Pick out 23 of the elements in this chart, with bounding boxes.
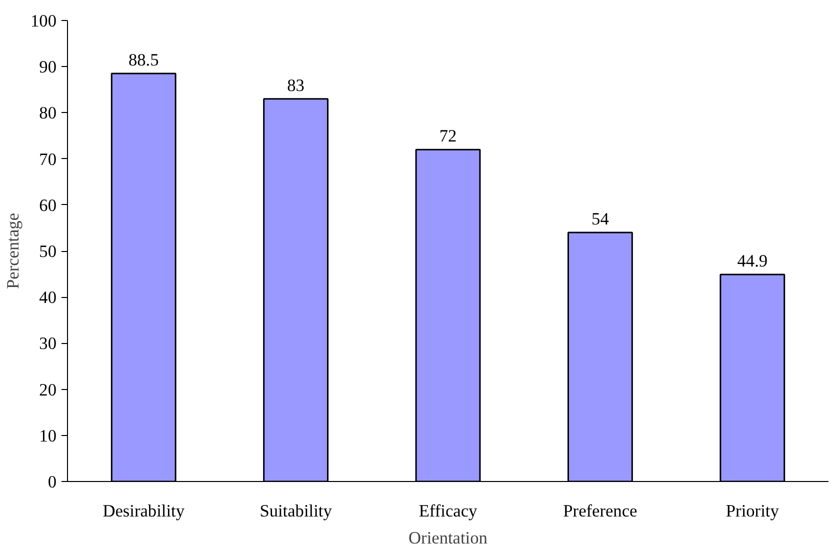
x-tick-label: Priority (726, 502, 780, 520)
data-label: 54 (592, 210, 610, 229)
y-tick-label: 90 (39, 58, 56, 77)
data-label: 88.5 (128, 50, 159, 70)
x-axis-title: Orientation (408, 528, 488, 548)
y-tick-label: 50 (39, 242, 56, 261)
y-tick-label: 0 (48, 472, 57, 492)
x-tick-label: Suitability (260, 502, 332, 520)
data-label: 44.9 (737, 252, 768, 271)
y-tick-label: 20 (39, 380, 56, 400)
data-label: 72 (439, 126, 457, 146)
y-tick-label: 100 (30, 12, 57, 30)
y-tick-label: 80 (39, 104, 56, 123)
x-tick-label: Preference (563, 502, 638, 520)
y-tick-label: 30 (39, 334, 56, 354)
data-label: 83 (287, 76, 304, 95)
x-tick-label: Efficacy (418, 502, 478, 520)
x-tick-label: Desirability (102, 502, 185, 520)
y-tick-label: 60 (39, 196, 56, 215)
y-tick-label: 40 (39, 288, 56, 308)
y-tick-label: 10 (39, 426, 56, 446)
y-tick-label: 70 (39, 150, 56, 169)
y-axis-title: Percentage (4, 212, 23, 290)
